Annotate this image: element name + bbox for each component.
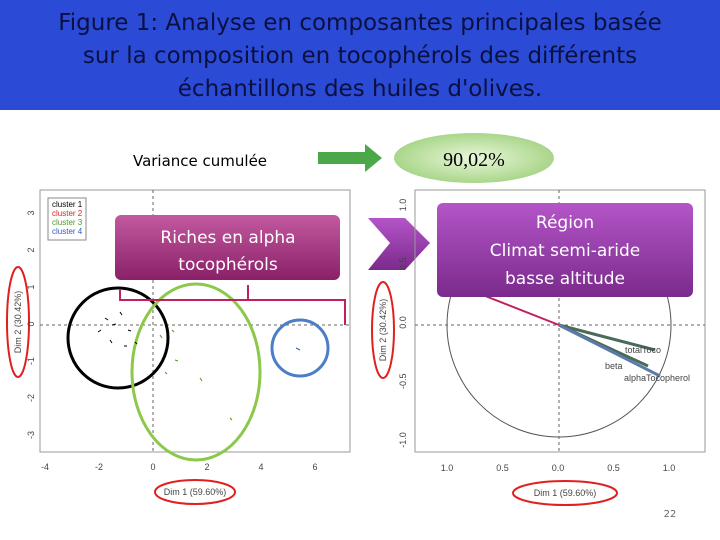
cluster-circle	[130, 282, 262, 462]
legend-entry: cluster 4	[52, 227, 83, 236]
y-tick-label: -1.0	[398, 432, 408, 448]
x-tick-label: 0	[150, 462, 155, 472]
axis-label: Dim 1 (59.60%)	[164, 487, 227, 497]
points	[159, 329, 233, 421]
variance-value: 90,02%	[443, 149, 505, 171]
highlight	[6, 266, 30, 378]
axis-label: Dim 1 (59.60%)	[534, 488, 597, 498]
y-tick-label: 0.0	[398, 316, 408, 329]
highlight	[371, 281, 395, 379]
y-tick-label: 3	[26, 210, 36, 215]
right-plot: totalToco beta alphaTocopherol Région Cl…	[371, 189, 706, 506]
vector	[558, 323, 656, 352]
y-tick-label: 1	[26, 284, 36, 289]
left-plot: Riches en alpha tocophérols Dim 2 (30.42…	[6, 189, 351, 505]
callout-box	[115, 215, 340, 280]
highlight	[512, 480, 618, 506]
vector-label: alphaTocopherol	[624, 373, 690, 383]
title-line: échantillons des huiles d'olives.	[178, 76, 542, 102]
value-ellipse	[394, 133, 554, 183]
axis-label: Dim 2 (30.42%)	[13, 291, 23, 354]
x-tick-label: -4	[41, 462, 49, 472]
y-tick-label: -2	[26, 394, 36, 402]
legend-entry: cluster 1	[52, 200, 83, 209]
x-tick-label: 0.5	[607, 463, 620, 473]
x-tick-label: 0.0	[552, 463, 565, 473]
axis-label: Dim 2 (30.42%)	[378, 299, 388, 362]
x-tick-label: 4	[258, 462, 263, 472]
callout-text: Riches en alpha	[160, 228, 295, 248]
y-tick-label: -1	[26, 357, 36, 365]
bracket	[119, 290, 346, 325]
x-tick-label: -2	[95, 462, 103, 472]
plot-frame	[39, 189, 351, 453]
highlight	[154, 479, 236, 505]
variance-label: Variance cumulée	[133, 152, 267, 170]
y-tick-label: 0.5	[398, 257, 408, 270]
plot-frame	[414, 189, 706, 453]
y-tick-label: 0	[26, 321, 36, 326]
callout-text: Région	[536, 213, 594, 233]
callout-text: Climat semi-aride	[490, 241, 640, 261]
title-line: sur la composition en tocophérols des di…	[83, 43, 637, 69]
points	[295, 347, 301, 351]
legend	[47, 197, 87, 241]
vector-label: totalToco	[625, 345, 661, 355]
arrow	[318, 144, 382, 172]
cluster-circle	[66, 286, 170, 390]
page-number: 22	[664, 509, 677, 520]
callout-text: tocophérols	[178, 255, 278, 275]
x-tick-label: 2	[204, 462, 209, 472]
y-tick-label: -3	[26, 431, 36, 439]
x-tick-label: 1.0	[441, 463, 454, 473]
y-tick-label: -0.5	[398, 373, 408, 389]
points	[97, 311, 138, 347]
vector	[558, 323, 661, 378]
callout-text: basse altitude	[505, 269, 625, 289]
legend-entry: cluster 2	[52, 209, 83, 218]
vector-label: beta	[605, 361, 623, 371]
x-tick-label: 6	[312, 462, 317, 472]
y-tick-label: 2	[26, 247, 36, 252]
title-line: Figure 1: Analyse en composantes princip…	[58, 10, 662, 36]
y-tick-label: 1.0	[398, 199, 408, 212]
callout-box	[437, 203, 693, 297]
legend-entry: cluster 3	[52, 218, 83, 227]
x-tick-label: 0.5	[496, 463, 509, 473]
vectors	[558, 323, 661, 378]
x-tick-label: 1.0	[663, 463, 676, 473]
cluster-circle	[270, 318, 330, 378]
title-banner	[0, 0, 720, 110]
